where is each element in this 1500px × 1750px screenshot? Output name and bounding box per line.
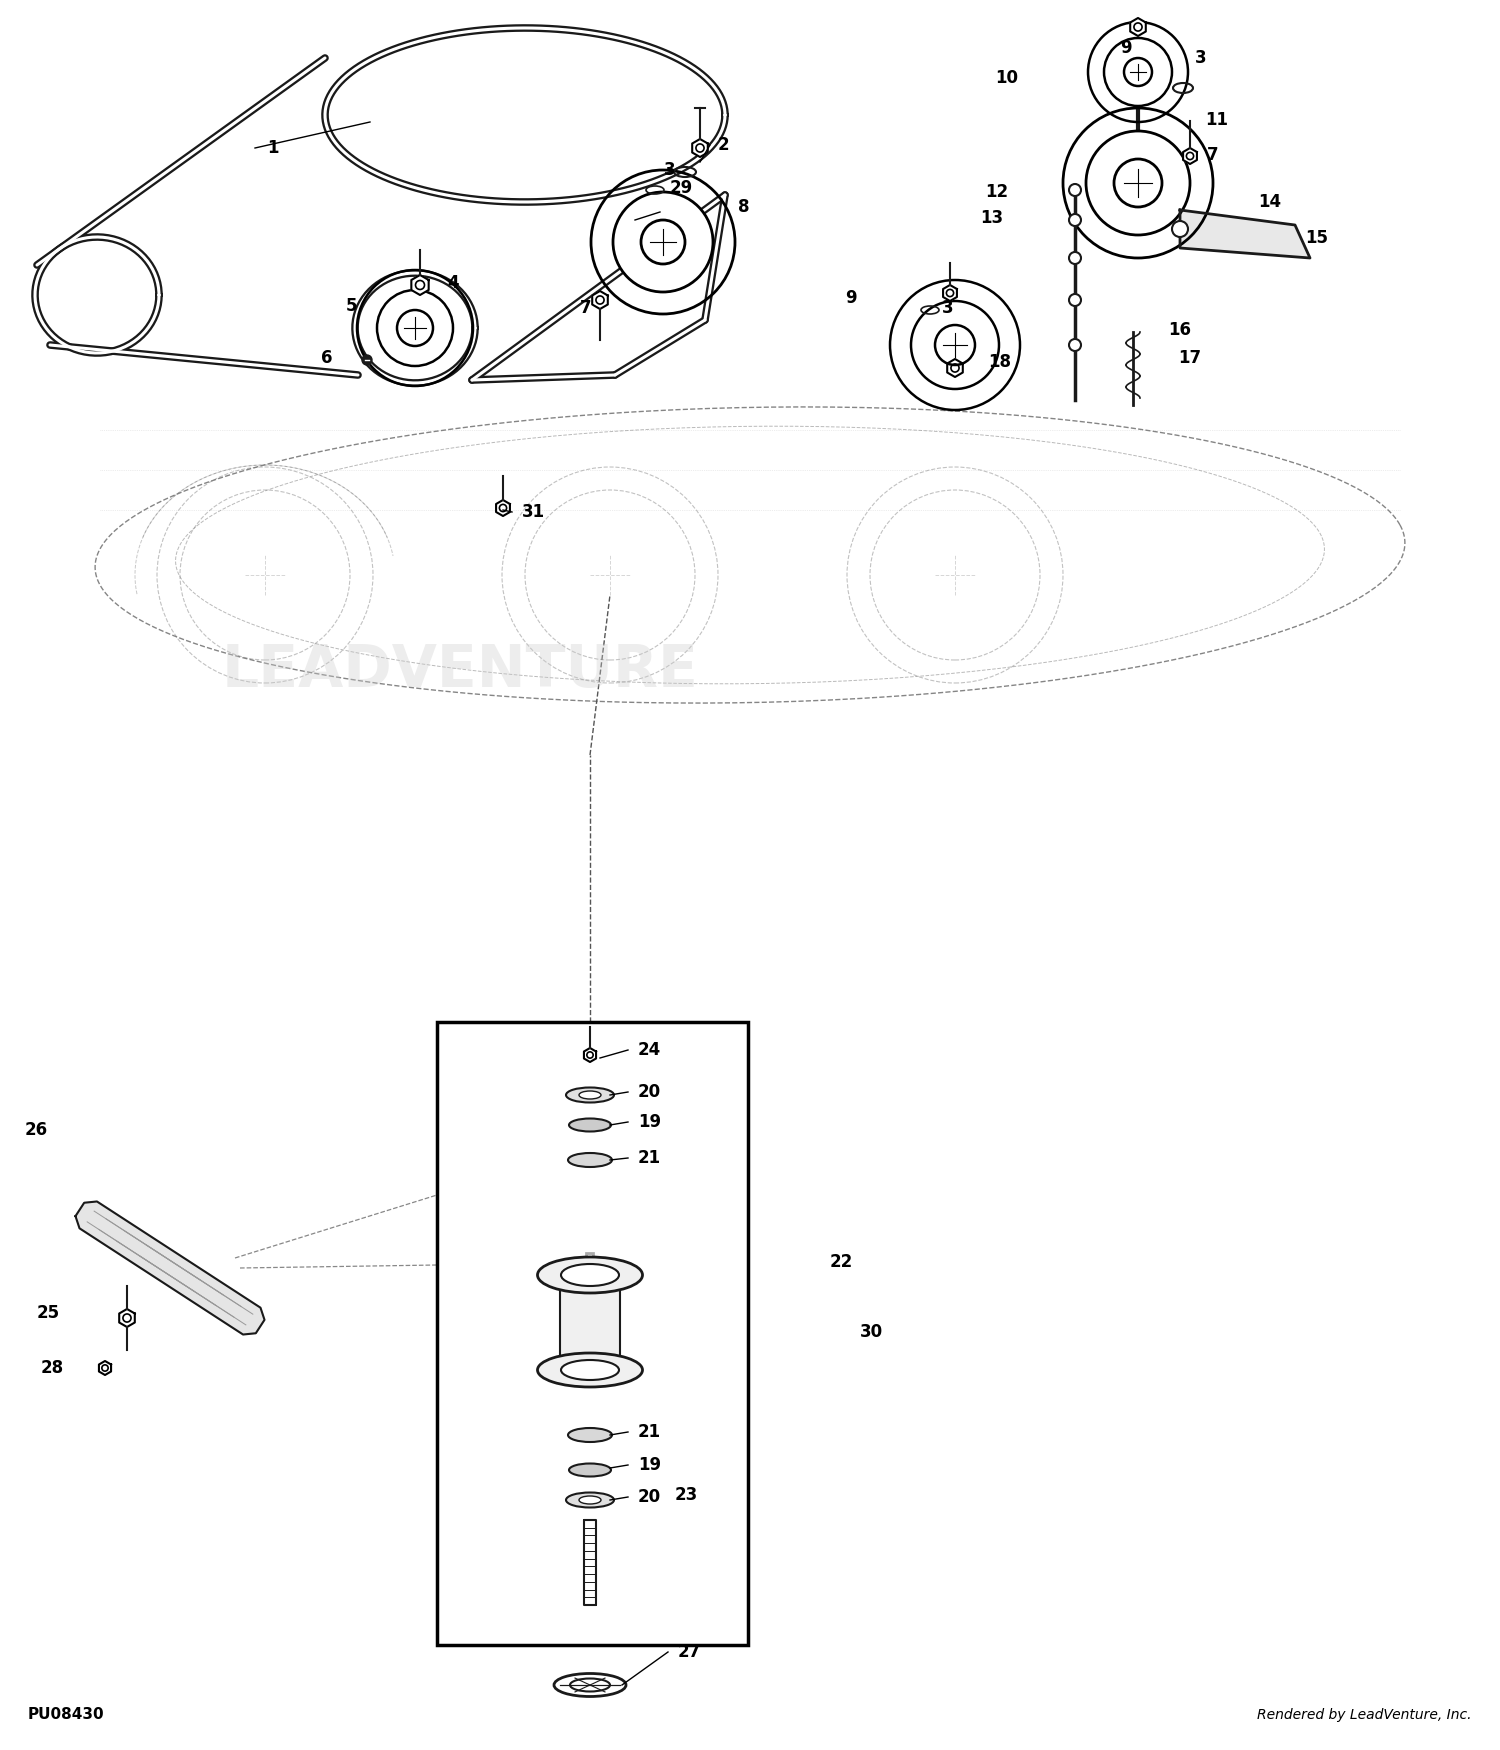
Text: 9: 9 [846, 289, 856, 306]
Text: 20: 20 [638, 1083, 662, 1101]
Circle shape [1124, 58, 1152, 86]
Text: 1: 1 [267, 138, 279, 158]
Polygon shape [1180, 210, 1310, 257]
Text: 19: 19 [638, 1113, 662, 1130]
Text: 3: 3 [942, 299, 954, 317]
Ellipse shape [568, 1153, 612, 1167]
Bar [560, 1276, 620, 1370]
Text: 12: 12 [986, 184, 1008, 201]
Text: 9: 9 [1120, 38, 1131, 58]
Circle shape [1070, 340, 1082, 352]
Ellipse shape [566, 1493, 614, 1507]
Text: 22: 22 [830, 1253, 854, 1270]
Text: 25: 25 [38, 1304, 60, 1321]
Circle shape [910, 301, 999, 388]
Text: 7: 7 [1208, 145, 1218, 164]
Ellipse shape [561, 1264, 620, 1286]
Polygon shape [592, 290, 608, 310]
Circle shape [640, 220, 686, 264]
Bar [436, 1022, 748, 1645]
Text: 6: 6 [321, 348, 333, 367]
Circle shape [1086, 131, 1190, 234]
Text: LEADVENTURE: LEADVENTURE [222, 642, 699, 698]
Circle shape [376, 290, 453, 366]
Polygon shape [1184, 149, 1197, 164]
Text: 14: 14 [1258, 192, 1281, 212]
Ellipse shape [570, 1678, 610, 1692]
Ellipse shape [568, 1428, 612, 1442]
Text: 24: 24 [638, 1041, 662, 1059]
Circle shape [398, 310, 433, 347]
Circle shape [1070, 214, 1082, 226]
Text: Rendered by LeadVenture, Inc.: Rendered by LeadVenture, Inc. [1257, 1708, 1472, 1722]
Text: 5: 5 [346, 298, 357, 315]
Text: 23: 23 [675, 1486, 698, 1503]
Polygon shape [118, 1309, 135, 1326]
Ellipse shape [537, 1353, 642, 1388]
Circle shape [1070, 252, 1082, 264]
Polygon shape [75, 1202, 264, 1335]
Polygon shape [692, 138, 708, 158]
Ellipse shape [537, 1256, 642, 1293]
Ellipse shape [579, 1090, 602, 1099]
Circle shape [934, 326, 975, 366]
Text: 29: 29 [670, 178, 693, 198]
Text: 7: 7 [580, 299, 592, 317]
Text: 17: 17 [1178, 348, 1202, 367]
Circle shape [1070, 184, 1082, 196]
Polygon shape [946, 359, 963, 376]
Text: 27: 27 [678, 1643, 700, 1661]
Text: 21: 21 [638, 1150, 662, 1167]
Polygon shape [1130, 18, 1146, 37]
Polygon shape [584, 1048, 596, 1062]
Text: 16: 16 [1168, 320, 1191, 340]
Text: 26: 26 [26, 1122, 48, 1139]
Text: 19: 19 [638, 1456, 662, 1474]
Text: 4: 4 [447, 275, 459, 292]
Text: 3: 3 [664, 161, 675, 178]
Polygon shape [496, 500, 510, 516]
Ellipse shape [568, 1463, 610, 1477]
Text: 15: 15 [1305, 229, 1328, 247]
Text: 10: 10 [994, 68, 1018, 88]
Polygon shape [944, 285, 957, 301]
Text: 8: 8 [738, 198, 750, 215]
Circle shape [1114, 159, 1162, 206]
Circle shape [1172, 220, 1188, 236]
Text: 11: 11 [1204, 110, 1228, 130]
Text: 21: 21 [638, 1423, 662, 1440]
Text: 13: 13 [980, 208, 1004, 228]
Circle shape [614, 192, 712, 292]
Text: 30: 30 [859, 1323, 883, 1340]
Text: 20: 20 [638, 1488, 662, 1507]
Ellipse shape [554, 1673, 626, 1696]
Ellipse shape [568, 1118, 610, 1132]
Circle shape [1070, 294, 1082, 306]
Ellipse shape [561, 1360, 620, 1381]
Text: 3: 3 [1196, 49, 1206, 66]
Text: 28: 28 [40, 1360, 64, 1377]
Text: 2: 2 [718, 136, 729, 154]
Text: 31: 31 [522, 502, 544, 522]
Polygon shape [411, 275, 429, 296]
Ellipse shape [566, 1087, 614, 1102]
Text: PU08430: PU08430 [28, 1706, 105, 1722]
Ellipse shape [579, 1496, 602, 1503]
Circle shape [1104, 38, 1172, 107]
Text: 18: 18 [988, 354, 1011, 371]
Circle shape [362, 355, 372, 366]
Polygon shape [99, 1362, 111, 1376]
